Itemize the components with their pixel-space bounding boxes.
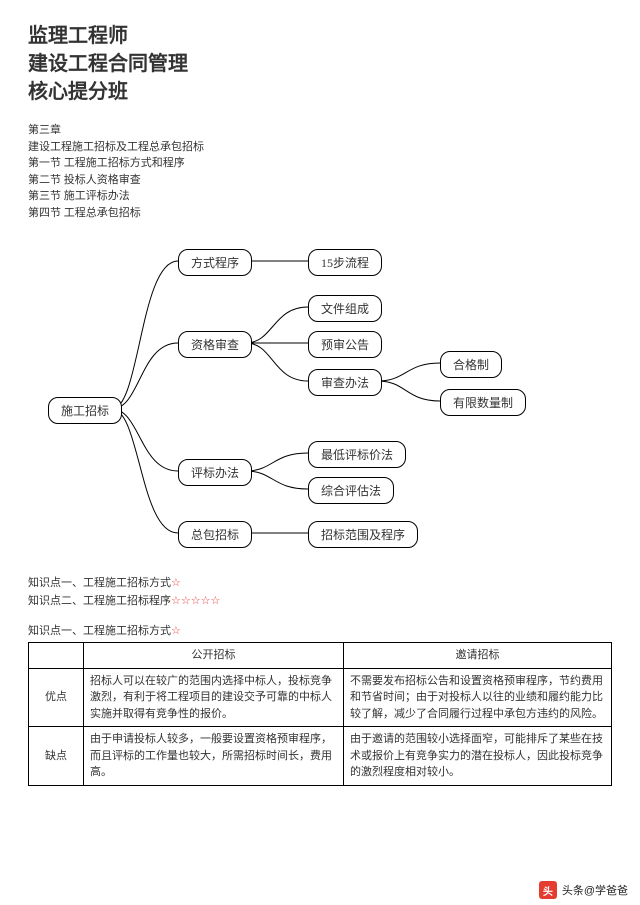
node-method-procedure: 方式程序	[178, 249, 252, 276]
node-bid-scope-procedure: 招标范围及程序	[308, 521, 418, 548]
node-limited-quantity-system: 有限数量制	[440, 389, 526, 416]
kp2-stars: ☆☆☆☆☆	[171, 595, 220, 607]
kp1-stars: ☆	[171, 577, 181, 589]
node-review-method: 审查办法	[308, 369, 382, 396]
title-line-1: 监理工程师	[28, 22, 612, 50]
comparison-table: 公开招标 邀请招标 优点 招标人可以在较广的范围内选择中标人，投标竞争激烈，有利…	[28, 642, 612, 786]
node-comprehensive-evaluation-method: 综合评估法	[308, 477, 394, 504]
title-line-2: 建设工程合同管理	[28, 50, 612, 78]
footer-watermark: 头 头条 @学爸爸	[539, 881, 628, 899]
header-public-bid: 公开招标	[84, 643, 344, 669]
sub-heading-star: ☆	[171, 625, 181, 637]
node-general-contracting-bid: 总包招标	[178, 521, 252, 548]
kp2-label: 知识点二、工程施工招标程序	[28, 595, 171, 607]
cell-disadvantage-public: 由于申请投标人较多，一般要设置资格预审程序，而且评标的工作量也较大，所需招标时间…	[84, 727, 344, 786]
header-blank	[29, 643, 84, 669]
toutiao-logo-icon: 头	[539, 881, 557, 899]
row-label-advantage: 优点	[29, 668, 84, 727]
table-row: 优点 招标人可以在较广的范围内选择中标人，投标竞争激烈，有利于将工程项目的建设交…	[29, 668, 612, 727]
toc-section-4: 第四节 工程总承包招标	[28, 205, 612, 222]
toc-chapter-title: 建设工程施工招标及工程总承包招标	[28, 139, 612, 156]
cell-advantage-invited: 不需要发布招标公告和设置资格预审程序，节约费用和节省时间；由于对投标人以往的业绩…	[344, 668, 612, 727]
knowledge-point-1: 知识点一、工程施工招标方式☆	[28, 575, 612, 593]
node-qualification-review: 资格审查	[178, 331, 252, 358]
cell-disadvantage-invited: 由于邀请的范围较小选择面窄，可能排斥了某些在技术或报价上有竞争实力的潜在投标人，…	[344, 727, 612, 786]
mindmap-diagram: 施工招标 方式程序 15步流程 资格审查 文件组成 预审公告 审查办法 合格制 …	[28, 231, 612, 561]
node-evaluation-method: 评标办法	[178, 459, 252, 486]
kp1-label: 知识点一、工程施工招标方式	[28, 577, 171, 589]
table-row: 公开招标 邀请招标	[29, 643, 612, 669]
row-label-disadvantage: 缺点	[29, 727, 84, 786]
toc-section-1: 第一节 工程施工招标方式和程序	[28, 155, 612, 172]
sub-heading-text: 知识点一、工程施工招标方式	[28, 625, 171, 637]
toc-section-3: 第三节 施工评标办法	[28, 188, 612, 205]
footer-handle: @学爸爸	[584, 882, 628, 898]
table-row: 缺点 由于申请投标人较多，一般要设置资格预审程序，而且评标的工作量也较大，所需招…	[29, 727, 612, 786]
table-of-contents: 第三章 建设工程施工招标及工程总承包招标 第一节 工程施工招标方式和程序 第二节…	[28, 122, 612, 221]
node-root: 施工招标	[48, 397, 122, 424]
node-qualified-system: 合格制	[440, 351, 502, 378]
node-lowest-bid-method: 最低评标价法	[308, 441, 406, 468]
knowledge-points-list: 知识点一、工程施工招标方式☆ 知识点二、工程施工招标程序☆☆☆☆☆	[28, 575, 612, 610]
toc-section-2: 第二节 投标人资格审查	[28, 172, 612, 189]
toc-chapter: 第三章	[28, 122, 612, 139]
section-sub-heading: 知识点一、工程施工招标方式☆	[28, 622, 612, 638]
document-title-block: 监理工程师 建设工程合同管理 核心提分班	[28, 22, 612, 106]
header-invited-bid: 邀请招标	[344, 643, 612, 669]
cell-advantage-public: 招标人可以在较广的范围内选择中标人，投标竞争激烈，有利于将工程项目的建设交予可靠…	[84, 668, 344, 727]
knowledge-point-2: 知识点二、工程施工招标程序☆☆☆☆☆	[28, 593, 612, 611]
node-document-composition: 文件组成	[308, 295, 382, 322]
node-15-steps: 15步流程	[308, 249, 382, 276]
node-prequalification-announcement: 预审公告	[308, 331, 382, 358]
title-line-3: 核心提分班	[28, 78, 612, 106]
footer-prefix: 头条	[562, 882, 584, 898]
